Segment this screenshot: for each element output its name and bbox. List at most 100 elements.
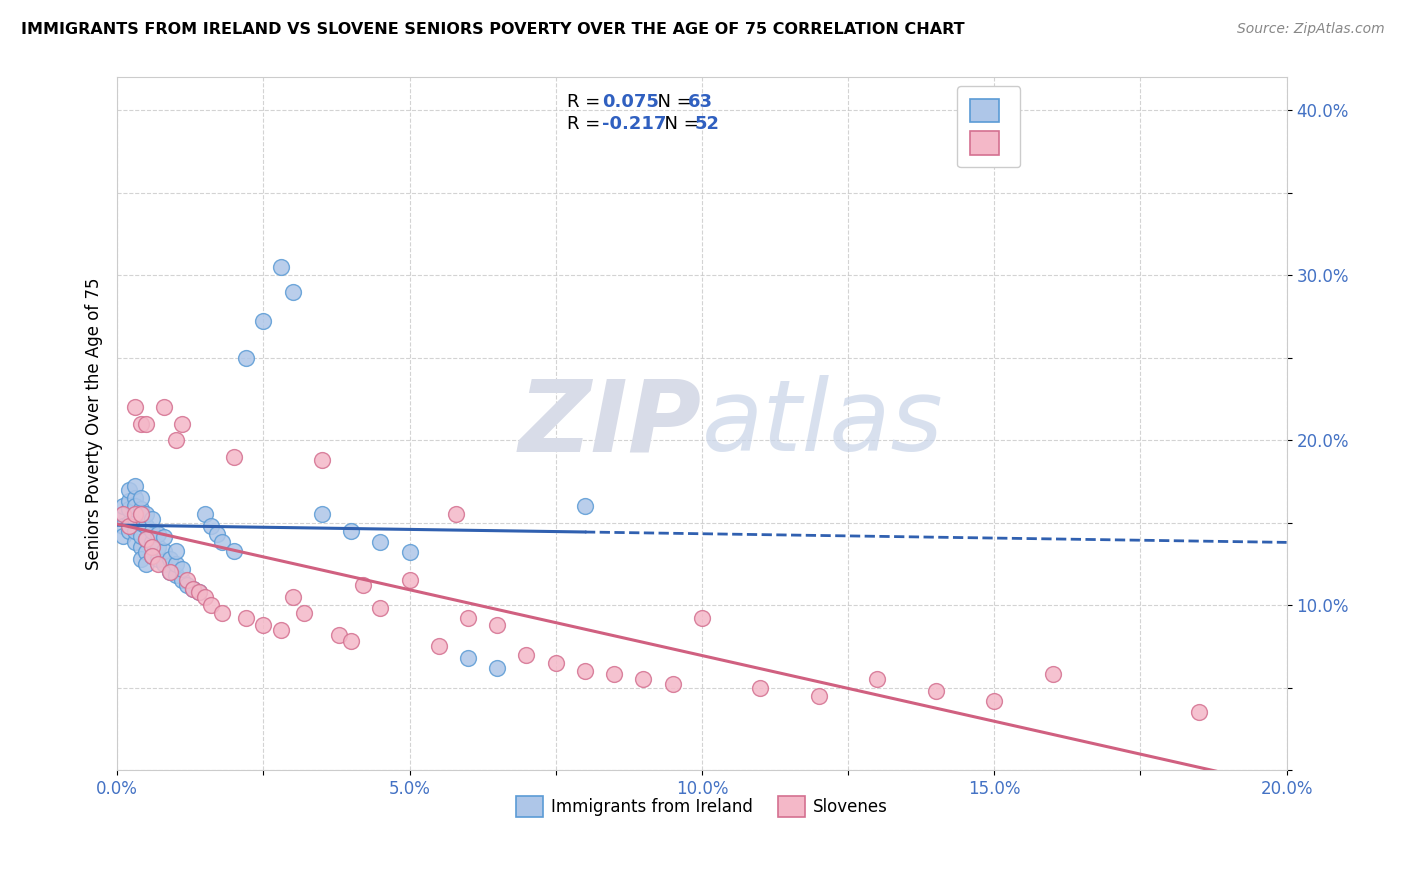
Point [224,450,246,464]
Point [235,351,257,365]
Text: R =: R = [568,115,606,133]
Point [486,618,509,632]
Point [427,640,450,654]
Point [118,519,141,533]
Point [159,552,181,566]
Point [141,524,163,538]
Point [603,667,626,681]
Text: 63: 63 [688,93,713,111]
Point [118,524,141,538]
Point [135,417,157,431]
Point [292,607,315,621]
Point [661,677,683,691]
Point [340,634,363,648]
Point [129,516,152,530]
Text: atlas: atlas [702,376,943,472]
Point [141,549,163,563]
Point [129,508,152,522]
Point [146,541,169,555]
Point [135,519,157,533]
Point [141,535,163,549]
Point [135,532,157,546]
Point [135,532,157,546]
Point [124,401,146,415]
Text: N =: N = [652,115,704,133]
Point [181,582,204,596]
Point [515,648,537,662]
Point [153,543,176,558]
Point [159,565,181,579]
Point [118,516,141,530]
Text: R =: R = [568,93,606,111]
Point [446,508,468,522]
Point [124,524,146,538]
Point [352,578,374,592]
Text: N =: N = [645,93,697,111]
Point [486,661,509,675]
Point [224,543,246,558]
Point [544,656,567,670]
Point [368,601,391,615]
Point [574,664,596,678]
Point [176,578,198,592]
Point [153,531,176,545]
Point [194,590,217,604]
Point [135,545,157,559]
Point [457,611,479,625]
Point [270,623,292,637]
Point [181,582,204,596]
Point [194,508,217,522]
Legend: Immigrants from Ireland, Slovenes: Immigrants from Ireland, Slovenes [509,789,894,824]
Point [118,483,141,497]
Point [129,529,152,543]
Point [112,499,135,513]
Point [165,543,187,558]
Point [124,502,146,516]
Point [205,527,228,541]
Point [124,512,146,526]
Point [398,545,420,559]
Point [118,494,141,508]
Point [1188,706,1211,720]
Point [124,535,146,549]
Point [112,508,135,522]
Text: ZIP: ZIP [519,376,702,472]
Point [211,535,233,549]
Point [574,499,596,513]
Point [153,401,176,415]
Point [129,502,152,516]
Point [235,611,257,625]
Point [170,574,193,588]
Point [281,285,304,299]
Point [165,434,187,448]
Point [270,260,292,274]
Point [135,557,157,571]
Point [124,508,146,522]
Point [112,529,135,543]
Point [1042,667,1064,681]
Point [368,535,391,549]
Point [129,541,152,555]
Point [124,499,146,513]
Point [690,611,713,625]
Point [141,512,163,526]
Point [146,552,169,566]
Point [328,628,350,642]
Point [124,479,146,493]
Point [252,314,274,328]
Point [311,508,333,522]
Point [983,694,1005,708]
Point [112,519,135,533]
Point [925,683,948,698]
Point [165,557,187,571]
Point [200,519,222,533]
Point [129,491,152,505]
Text: 52: 52 [695,115,720,133]
Point [146,527,169,541]
Text: IMMIGRANTS FROM IRELAND VS SLOVENE SENIORS POVERTY OVER THE AGE OF 75 CORRELATIO: IMMIGRANTS FROM IRELAND VS SLOVENE SENIO… [21,22,965,37]
Text: -0.217: -0.217 [603,115,666,133]
Point [457,651,479,665]
Point [118,502,141,516]
Point [129,417,152,431]
Point [866,673,889,687]
